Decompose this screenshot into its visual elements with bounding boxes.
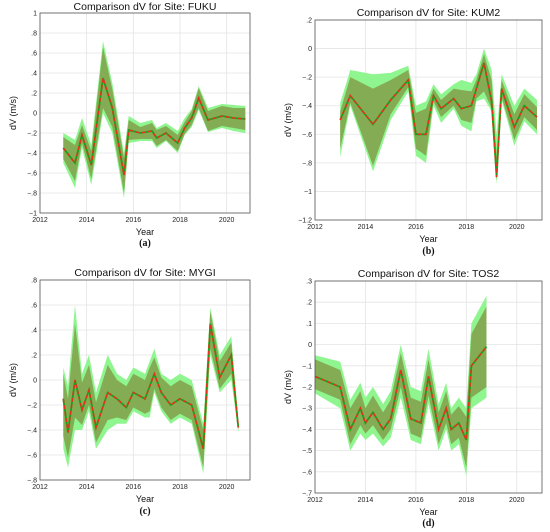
y-tick-label: −.2 — [27, 131, 37, 138]
y-tick-label: −.8 — [302, 160, 312, 167]
y-tick-label: −.8 — [27, 478, 37, 485]
x-axis-label: Year — [136, 227, 154, 237]
x-axis-label: Year — [419, 507, 437, 517]
y-tick-label: .6 — [31, 51, 37, 58]
y-tick-label: −.7 — [302, 491, 312, 498]
x-tick-label: 2016 — [126, 217, 142, 224]
x-tick-label: 2012 — [307, 497, 323, 504]
y-tick-label: .4 — [31, 328, 37, 335]
x-axis-label: Year — [136, 494, 154, 504]
y-axis-label: dV (m/s) — [283, 103, 293, 137]
y-tick-label: .8 — [31, 278, 37, 285]
y-tick-label: −.4 — [302, 103, 312, 110]
panel-caption: (c) — [139, 506, 150, 517]
y-tick-label: .2 — [306, 300, 312, 307]
x-tick-label: 2012 — [307, 224, 323, 231]
y-tick-label: −.3 — [302, 406, 312, 413]
y-tick-label: .3 — [306, 279, 312, 286]
panel-caption: (a) — [139, 238, 151, 249]
x-axis-label: Year — [419, 234, 437, 244]
y-tick-label: −1.2 — [298, 218, 312, 225]
chart-title: Comparison dV for Site: FUKU — [74, 1, 217, 13]
y-tick-label: −.2 — [302, 75, 312, 82]
x-tick-label: 2018 — [172, 217, 188, 224]
y-tick-label: .8 — [31, 31, 37, 38]
y-tick-label: .6 — [31, 303, 37, 310]
x-tick-label: 2014 — [358, 497, 374, 504]
y-tick-label: −.4 — [27, 428, 37, 435]
x-tick-label: 2018 — [459, 497, 475, 504]
panel-caption: (d) — [422, 518, 434, 529]
y-tick-label: −1 — [304, 189, 312, 196]
y-tick-label: −.6 — [27, 171, 37, 178]
y-tick-label: −.5 — [302, 448, 312, 455]
y-tick-label: −.2 — [302, 385, 312, 392]
x-tick-label: 2014 — [358, 224, 374, 231]
y-tick-label: 1 — [33, 11, 37, 18]
chart-title: Comparison dV for Site: TOS2 — [358, 268, 500, 280]
chart-a: 2012 2014 2016 2018 2020 −1 −.8 −.6 −.4 −.2 0 .2 .4.… — [8, 1, 250, 249]
x-tick-label: 2012 — [32, 217, 48, 224]
y-tick-label: .4 — [31, 71, 37, 78]
x-tick-label: 2016 — [126, 484, 142, 491]
y-tick-label: −.8 — [27, 191, 37, 198]
y-tick-label: −.6 — [302, 469, 312, 476]
x-tick-label: 2014 — [79, 217, 95, 224]
y-axis-label: dV (m/s) — [8, 96, 18, 130]
x-tick-label: 2020 — [219, 217, 235, 224]
y-tick-label: .2 — [31, 353, 37, 360]
chart-b: 2012 2014 2016 2018 2020 −1.2 −1 −.8 −.6 −.4 −.2 0.… — [283, 7, 542, 257]
y-tick-label: 0 — [308, 46, 312, 53]
x-tick-label: 2020 — [509, 497, 525, 504]
y-tick-label: 0 — [33, 378, 37, 385]
y-axis-label: dV (m/s) — [8, 363, 18, 397]
y-tick-label: 0 — [308, 342, 312, 349]
x-tick-label: 2012 — [32, 484, 48, 491]
x-tick-label: 2016 — [408, 497, 424, 504]
x-tick-label: 2020 — [219, 484, 235, 491]
y-tick-label: −.6 — [302, 132, 312, 139]
chart-title: Comparison dV for Site: MYGI — [74, 267, 215, 279]
x-tick-label: 2016 — [408, 224, 424, 231]
y-tick-label: −.6 — [27, 453, 37, 460]
y-tick-label: .1 — [306, 321, 312, 328]
panel-caption: (b) — [422, 246, 434, 257]
y-tick-label: .2 — [31, 91, 37, 98]
y-tick-label: −.1 — [302, 363, 312, 370]
chart-title: Comparison dV for Site: KUM2 — [357, 7, 501, 19]
y-tick-label: .2 — [306, 18, 312, 25]
y-tick-label: −.4 — [302, 427, 312, 434]
chart-c: 2012 2014 2016 2018 2020 −.8 −.6 −.4 −.2 0 .2 .4 .6.… — [8, 267, 250, 517]
x-tick-label: 2018 — [172, 484, 188, 491]
chart-d: 2012 2014 2016 2018 2020 −.7 −.6 −.5 −.4 −.3 −.2 −.… — [283, 268, 542, 529]
y-tick-label: 0 — [33, 111, 37, 118]
y-tick-label: −.2 — [27, 403, 37, 410]
x-tick-label: 2020 — [509, 224, 525, 231]
y-tick-label: −1 — [29, 211, 37, 218]
x-tick-label: 2014 — [79, 484, 95, 491]
y-axis-label: dV (m/s) — [283, 370, 293, 404]
y-tick-label: −.4 — [27, 151, 37, 158]
x-tick-label: 2018 — [459, 224, 475, 231]
